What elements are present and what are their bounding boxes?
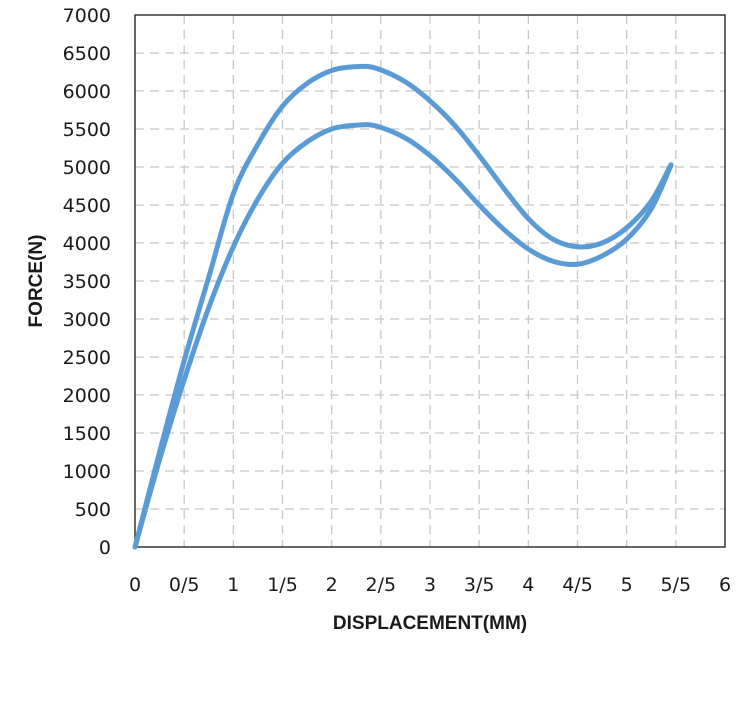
x-tick-label: 2/5	[366, 574, 397, 596]
series-lines	[132, 63, 674, 550]
y-tick-label: 2000	[63, 385, 111, 407]
x-axis-tick-labels: 0 0/5 1 1/5 2 2/5 3 3/5 4 4/5 5 5/5 6	[129, 574, 731, 596]
y-tick-label: 7000	[63, 5, 111, 27]
x-tick-label: 2	[326, 574, 338, 596]
y-tick-label: 6500	[63, 43, 111, 65]
y-tick-label: 5000	[63, 157, 111, 179]
y-tick-label: 1000	[63, 461, 111, 483]
x-tick-label: 5/5	[661, 574, 692, 596]
x-tick-label: 0	[129, 574, 141, 596]
x-tick-label: 4/5	[562, 574, 593, 596]
y-axis-tick-labels: 0 500 1000 1500 2000 2500 3000 3500 4000 4500 5000…	[63, 5, 111, 559]
plot-area-frame	[134, 14, 726, 548]
y-tick-label: 6000	[63, 81, 111, 103]
y-tick-label: 5500	[63, 119, 111, 141]
y-tick-label: 4500	[63, 195, 111, 217]
x-tick-label: 0/5	[169, 574, 200, 596]
x-tick-label: 4	[522, 574, 534, 596]
x-tick-label: 5	[621, 574, 633, 596]
y-axis-title: FORCE(N)	[26, 235, 47, 328]
x-tick-label: 1/5	[267, 574, 298, 596]
series-line-2	[132, 122, 674, 550]
y-tick-label: 4000	[63, 233, 111, 255]
x-tick-label: 3	[424, 574, 436, 596]
series-line-1	[132, 63, 674, 550]
y-tick-label: 2500	[63, 347, 111, 369]
x-axis-title: DISPLACEMENT(MM)	[333, 613, 527, 634]
y-tick-label: 3000	[63, 309, 111, 331]
y-tick-label: 500	[75, 499, 111, 521]
x-tick-label: 1	[227, 574, 239, 596]
grid-lines	[135, 15, 725, 547]
y-tick-label: 3500	[63, 271, 111, 293]
x-tick-label: 6	[719, 574, 731, 596]
x-tick-label: 3/5	[464, 574, 495, 596]
y-tick-label: 0	[99, 537, 111, 559]
y-tick-label: 1500	[63, 423, 111, 445]
